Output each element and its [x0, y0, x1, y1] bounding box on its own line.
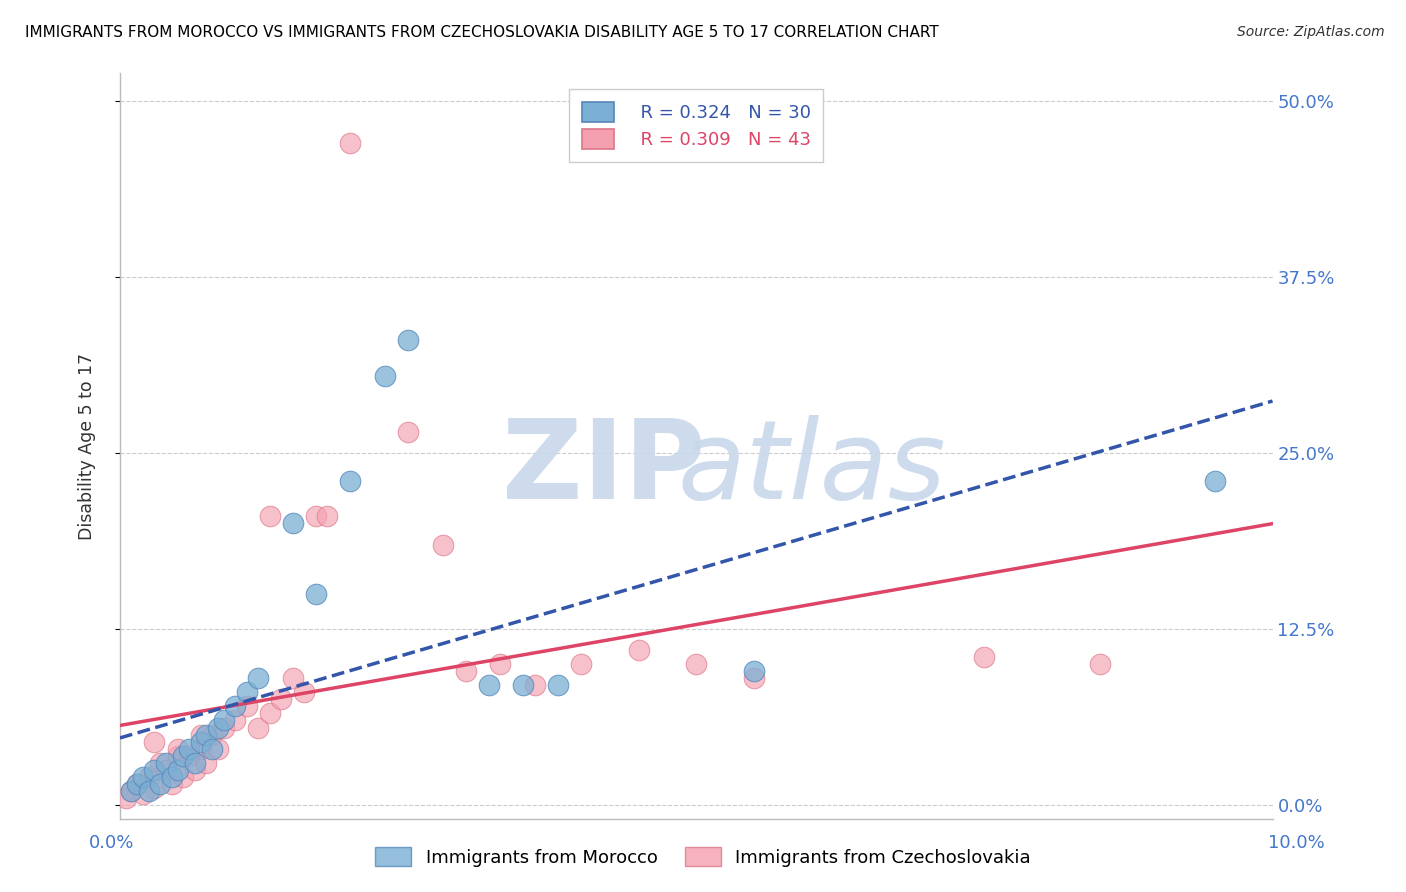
Point: [212, 714, 235, 728]
Legend:   R = 0.324   N = 30,   R = 0.309   N = 43: R = 0.324 N = 30, R = 0.309 N = 43: [569, 89, 824, 161]
Point: [132, 770, 155, 784]
Point: [184, 763, 207, 777]
Point: [1204, 474, 1226, 488]
Point: [143, 780, 166, 795]
Point: [120, 784, 142, 798]
Point: [155, 763, 177, 777]
Point: [138, 784, 160, 798]
Point: [224, 699, 246, 714]
Point: [177, 748, 200, 763]
Point: [270, 692, 292, 706]
Point: [396, 425, 419, 439]
Point: [742, 664, 765, 678]
Point: [190, 741, 212, 756]
Point: [973, 650, 995, 665]
Point: [207, 721, 229, 735]
Point: [685, 657, 707, 672]
Point: [489, 657, 512, 672]
Text: 0.0%: 0.0%: [89, 834, 134, 852]
Point: [195, 756, 218, 770]
Point: [166, 741, 188, 756]
Legend: Immigrants from Morocco, Immigrants from Czechoslovakia: Immigrants from Morocco, Immigrants from…: [366, 838, 1040, 876]
Point: [149, 756, 172, 770]
Point: [155, 756, 177, 770]
Text: ZIP: ZIP: [502, 415, 706, 522]
Point: [305, 509, 328, 524]
Point: [259, 706, 281, 721]
Text: Source: ZipAtlas.com: Source: ZipAtlas.com: [1237, 25, 1385, 39]
Point: [114, 791, 136, 805]
Point: [166, 748, 188, 763]
Point: [281, 516, 304, 531]
Point: [374, 368, 396, 383]
Point: [190, 734, 212, 748]
Point: [1088, 657, 1111, 672]
Point: [224, 714, 246, 728]
Point: [247, 721, 270, 735]
Point: [120, 784, 142, 798]
Y-axis label: Disability Age 5 to 17: Disability Age 5 to 17: [79, 352, 96, 540]
Point: [212, 721, 235, 735]
Point: [569, 657, 592, 672]
Point: [547, 678, 569, 692]
Point: [207, 741, 229, 756]
Point: [138, 770, 160, 784]
Point: [184, 756, 207, 770]
Point: [143, 763, 166, 777]
Point: [396, 334, 419, 348]
Point: [172, 770, 194, 784]
Point: [160, 777, 183, 791]
Point: [512, 678, 534, 692]
Point: [149, 777, 172, 791]
Point: [742, 671, 765, 685]
Text: 10.0%: 10.0%: [1268, 834, 1324, 852]
Point: [292, 685, 315, 699]
Point: [281, 671, 304, 685]
Point: [143, 734, 166, 748]
Point: [132, 787, 155, 801]
Point: [339, 136, 361, 151]
Point: [478, 678, 501, 692]
Point: [247, 671, 270, 685]
Point: [177, 741, 200, 756]
Text: atlas: atlas: [678, 415, 946, 522]
Point: [454, 664, 477, 678]
Point: [259, 509, 281, 524]
Point: [523, 678, 546, 692]
Point: [127, 777, 149, 791]
Point: [201, 728, 224, 742]
Text: IMMIGRANTS FROM MOROCCO VS IMMIGRANTS FROM CZECHOSLOVAKIA DISABILITY AGE 5 TO 17: IMMIGRANTS FROM MOROCCO VS IMMIGRANTS FR…: [25, 25, 939, 40]
Point: [627, 643, 650, 657]
Point: [201, 741, 224, 756]
Point: [235, 685, 257, 699]
Point: [432, 537, 454, 551]
Point: [160, 770, 183, 784]
Point: [316, 509, 339, 524]
Point: [235, 699, 257, 714]
Point: [127, 777, 149, 791]
Point: [195, 728, 218, 742]
Point: [339, 474, 361, 488]
Point: [172, 748, 194, 763]
Point: [166, 763, 188, 777]
Point: [190, 728, 212, 742]
Point: [305, 587, 328, 601]
